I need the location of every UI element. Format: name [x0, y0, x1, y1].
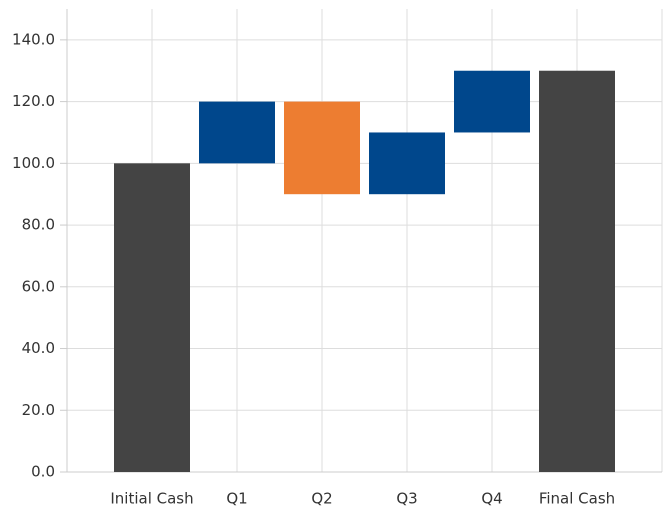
y-tick-label: 80.0 — [22, 216, 55, 234]
x-tick-label: Initial Cash — [110, 490, 193, 508]
bar — [284, 101, 360, 195]
y-tick-label: 100.0 — [12, 154, 55, 172]
x-tick-label: Final Cash — [539, 490, 615, 508]
y-tick-label: 20.0 — [22, 401, 55, 419]
x-tick-label: Q2 — [311, 490, 332, 508]
bar — [199, 101, 275, 164]
bar — [539, 70, 615, 472]
y-tick-label: 40.0 — [22, 339, 55, 357]
bar — [369, 132, 445, 195]
y-tick-label: 140.0 — [12, 30, 55, 48]
x-tick-label: Q4 — [481, 490, 502, 508]
y-tick-label: 0.0 — [31, 463, 55, 481]
x-tick-label: Q1 — [226, 490, 247, 508]
x-tick-label: Q3 — [396, 490, 417, 508]
bar — [114, 163, 190, 473]
y-tick-label: 60.0 — [22, 277, 55, 295]
bar — [454, 70, 530, 133]
y-tick-label: 120.0 — [12, 92, 55, 110]
